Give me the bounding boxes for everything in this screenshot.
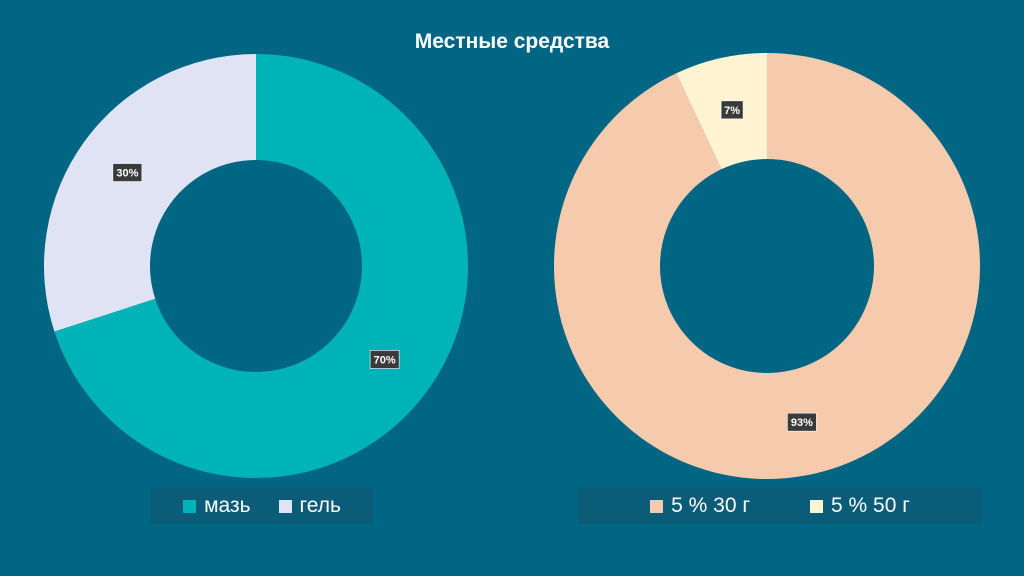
slice-right-0 — [554, 53, 980, 479]
data-label-box — [720, 100, 744, 120]
data-label-text: 30% — [116, 168, 138, 180]
data-label-text: 70% — [374, 354, 396, 366]
legend-label: 5 % 50 г — [831, 494, 910, 517]
doughnut-chart-right: 93% 7% — [554, 53, 980, 479]
legend-label: мазь — [204, 494, 251, 517]
legend-item-1: 5 % 50 г — [810, 494, 910, 518]
legend-right: 5 % 30 г 5 % 50 г — [578, 488, 982, 524]
slice-left-0 — [54, 54, 469, 479]
legend-item-1: гель — [278, 494, 341, 518]
legend-item-0: мазь — [183, 494, 251, 518]
legend-label: 5 % 30 г — [671, 494, 750, 517]
slice-left-1 — [43, 54, 256, 332]
legend-left: мазь гель — [151, 488, 373, 524]
data-label-right-1: 7% — [720, 100, 744, 120]
data-label-box — [369, 350, 400, 369]
legend-swatch — [278, 499, 292, 513]
data-label-box — [787, 412, 817, 432]
data-label-right-0: 93% — [787, 412, 817, 432]
data-label-text: 7% — [724, 105, 740, 117]
data-label-left-1: 30% — [112, 163, 143, 182]
data-label-text: 93% — [791, 417, 813, 429]
data-label-left-0: 70% — [369, 350, 400, 369]
chart-title: Местные средства — [414, 30, 610, 53]
doughnut-chart-left: 70% 30% — [43, 54, 469, 479]
legend-swatch — [810, 499, 823, 513]
legend-swatch — [183, 499, 197, 513]
legend-item-0: 5 % 30 г — [650, 494, 750, 518]
data-label-box — [112, 163, 143, 182]
legend-label: гель — [299, 494, 341, 517]
legend-swatch — [650, 499, 664, 513]
